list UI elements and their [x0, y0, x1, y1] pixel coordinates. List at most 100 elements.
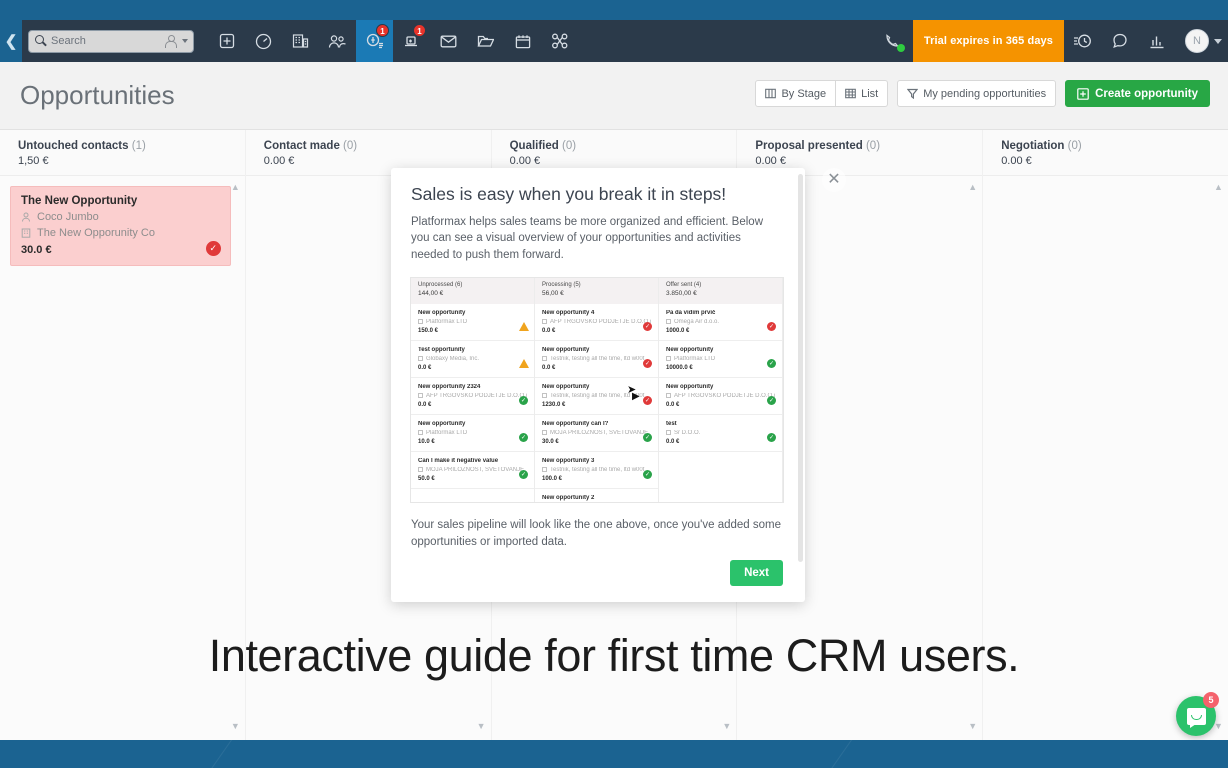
preview-card-company: AFP TRGOVSKO PODJETJE D.O.O.dd	[666, 393, 775, 399]
nav-item-add-icon[interactable]	[208, 20, 245, 62]
nav-item-mail-icon[interactable]	[430, 20, 467, 62]
preview-card-title: New opportunity	[418, 421, 466, 428]
preview-column-sum: 3.850,00 €	[666, 290, 697, 298]
nav-item-folder-icon[interactable]	[467, 20, 504, 62]
preview-card: New opportunity can I? MOJA PRILOŽNOST, …	[535, 415, 658, 453]
column-count: (0)	[1067, 140, 1082, 152]
preview-column-processing: Processing (5) 56,00 € New opportunity 4…	[535, 278, 659, 503]
company-icon	[542, 467, 547, 473]
preview-card-company: MOJA PRILOŽNOST, SVETOVANJE, STORI	[418, 467, 527, 473]
column-header: Untouched contacts (1) 1,50 €	[0, 130, 245, 176]
intercom-chat-button[interactable]: 5	[1176, 692, 1219, 736]
card-title: The New Opportunity	[21, 195, 138, 207]
status-dot-green: ✓	[767, 396, 776, 406]
column-sum: 0.00 €	[755, 155, 786, 167]
nav-icon-group: 1 1	[208, 20, 578, 62]
column-header: Contact made (0) 0.00 €	[245, 130, 491, 176]
nav-item-network-icon[interactable]	[541, 20, 578, 62]
preview-card-amount: 0.0 €	[542, 364, 556, 371]
create-opportunity-button[interactable]: Create opportunity	[1065, 80, 1210, 107]
preview-column-name: Processing (5)	[542, 282, 581, 289]
scroll-down-arrow[interactable]: ▼	[1214, 721, 1223, 731]
online-status-dot	[896, 44, 905, 52]
my-pending-label: My pending opportunities	[923, 87, 1047, 100]
company-icon	[21, 228, 31, 238]
status-dot-green: ✓	[643, 433, 652, 443]
mouse-cursor-icon: ➤	[627, 384, 637, 396]
column-name: Qualified	[509, 140, 559, 152]
modal-scrollbar[interactable]	[798, 174, 803, 562]
company-icon	[666, 430, 671, 436]
my-pending-opportunities-button[interactable]: My pending opportunities	[897, 80, 1057, 107]
nav-item-opportunities-icon[interactable]: 1	[356, 20, 393, 62]
nav-item-dashboard-icon[interactable]	[245, 20, 282, 62]
nav-item-reports-icon[interactable]	[1138, 20, 1175, 62]
onboarding-modal: Sales is easy when you break it in steps…	[391, 168, 805, 602]
pipeline-preview-image: Unprocessed (6) 144,00 € New opportunity…	[410, 277, 784, 504]
by-stage-button[interactable]: By Stage	[755, 80, 837, 107]
header-actions: By Stage List My pending opportunities C…	[755, 80, 1210, 107]
column-name: Untouched contacts	[18, 140, 129, 152]
cursor-pointer-icon: ▶	[632, 391, 640, 403]
preview-card-title: New opportunity 2	[542, 495, 595, 502]
search-input[interactable]: Search	[28, 29, 194, 53]
close-icon[interactable]: ✕	[822, 168, 846, 192]
scroll-down-arrow[interactable]: ▼	[968, 721, 978, 731]
bottom-decorative-band	[0, 740, 1228, 768]
top-navigation-bar: ❮ Search	[0, 20, 1228, 62]
status-dot-green: ✓	[767, 433, 776, 443]
chevron-down-icon[interactable]	[182, 39, 188, 43]
scroll-down-arrow[interactable]: ▼	[722, 721, 732, 731]
nav-item-activities-icon[interactable]: 1	[393, 20, 430, 62]
scroll-up-arrow[interactable]: ▲	[1214, 182, 1223, 192]
app-logo[interactable]: ❮	[0, 20, 22, 62]
warning-icon	[519, 322, 529, 332]
column-name: Contact made	[263, 140, 340, 152]
preview-card: test Sr D.O.O. 0.0 € ✓	[659, 415, 782, 453]
preview-card-amount: 50.0 €	[418, 475, 435, 482]
preview-column-offer-sent: Offer sent (4) 3.850,00 € Pa da vidim pr…	[659, 278, 783, 503]
preview-column-unprocessed: Unprocessed (6) 144,00 € New opportunity…	[411, 278, 535, 503]
preview-card-company: Globaxy Media, Inc.	[418, 356, 527, 362]
preview-card-title: New opportunity	[666, 347, 714, 354]
list-button[interactable]: List	[836, 80, 889, 107]
preview-card: Pa da vidim prvič Omega Air d.o.o. 1000.…	[659, 304, 782, 342]
nav-item-company-icon[interactable]	[282, 20, 319, 62]
preview-card-title: Pa da vidim prvič	[666, 310, 716, 317]
preview-card-title: New opportunity	[542, 347, 590, 354]
column-sum: 0.00 €	[1001, 155, 1032, 167]
scroll-up-arrow[interactable]: ▲	[968, 182, 978, 192]
preview-column-header: Offer sent (4) 3.850,00 €	[659, 278, 782, 305]
opportunity-card[interactable]: The New Opportunity Coco Jumbo The New O…	[10, 186, 231, 266]
by-stage-label: By Stage	[781, 87, 827, 100]
person-filter-icon[interactable]	[164, 35, 177, 48]
preview-column-name: Unprocessed (6)	[418, 282, 463, 289]
scroll-down-arrow[interactable]: ▼	[230, 721, 240, 731]
card-status-badge[interactable]: ✓	[205, 241, 221, 256]
next-button[interactable]: Next	[730, 560, 783, 586]
search-icon	[34, 35, 46, 47]
preview-card-company: Platformax LTD	[666, 356, 775, 362]
nav-item-contacts-icon[interactable]	[319, 20, 356, 62]
scroll-down-arrow[interactable]: ▼	[476, 721, 486, 731]
status-dot-green: ✓	[767, 359, 776, 369]
user-menu[interactable]: N	[1175, 20, 1228, 62]
modal-footer-text: Your sales pipeline will look like the o…	[411, 519, 782, 548]
board-column-untouched-contacts: Untouched contacts (1) 1,50 € ▲ ▼ The Ne…	[0, 130, 246, 740]
nav-item-calendar-icon[interactable]	[504, 20, 541, 62]
promo-caption: Interactive guide for first time CRM use…	[208, 630, 1020, 681]
company-icon	[418, 356, 423, 362]
columns-icon	[765, 88, 777, 99]
column-body: ▲ ▼ The New Opportunity Coco Jumbo The N…	[0, 176, 245, 740]
status-dot-red: ✓	[643, 322, 652, 332]
phone-status-icon[interactable]	[871, 20, 913, 62]
preview-card-title: New opportunity can I?	[542, 421, 609, 428]
badge-count: 1	[413, 24, 426, 37]
trial-banner[interactable]: Trial expires in 365 days	[912, 20, 1064, 62]
column-body: ▲ ▼	[737, 176, 982, 740]
scroll-up-arrow[interactable]: ▲	[230, 182, 240, 192]
column-count: (0)	[343, 140, 358, 152]
column-sum: 1,50 €	[18, 155, 49, 167]
nav-item-history-icon[interactable]	[1064, 20, 1101, 62]
nav-item-notifications-icon[interactable]	[1101, 20, 1138, 62]
